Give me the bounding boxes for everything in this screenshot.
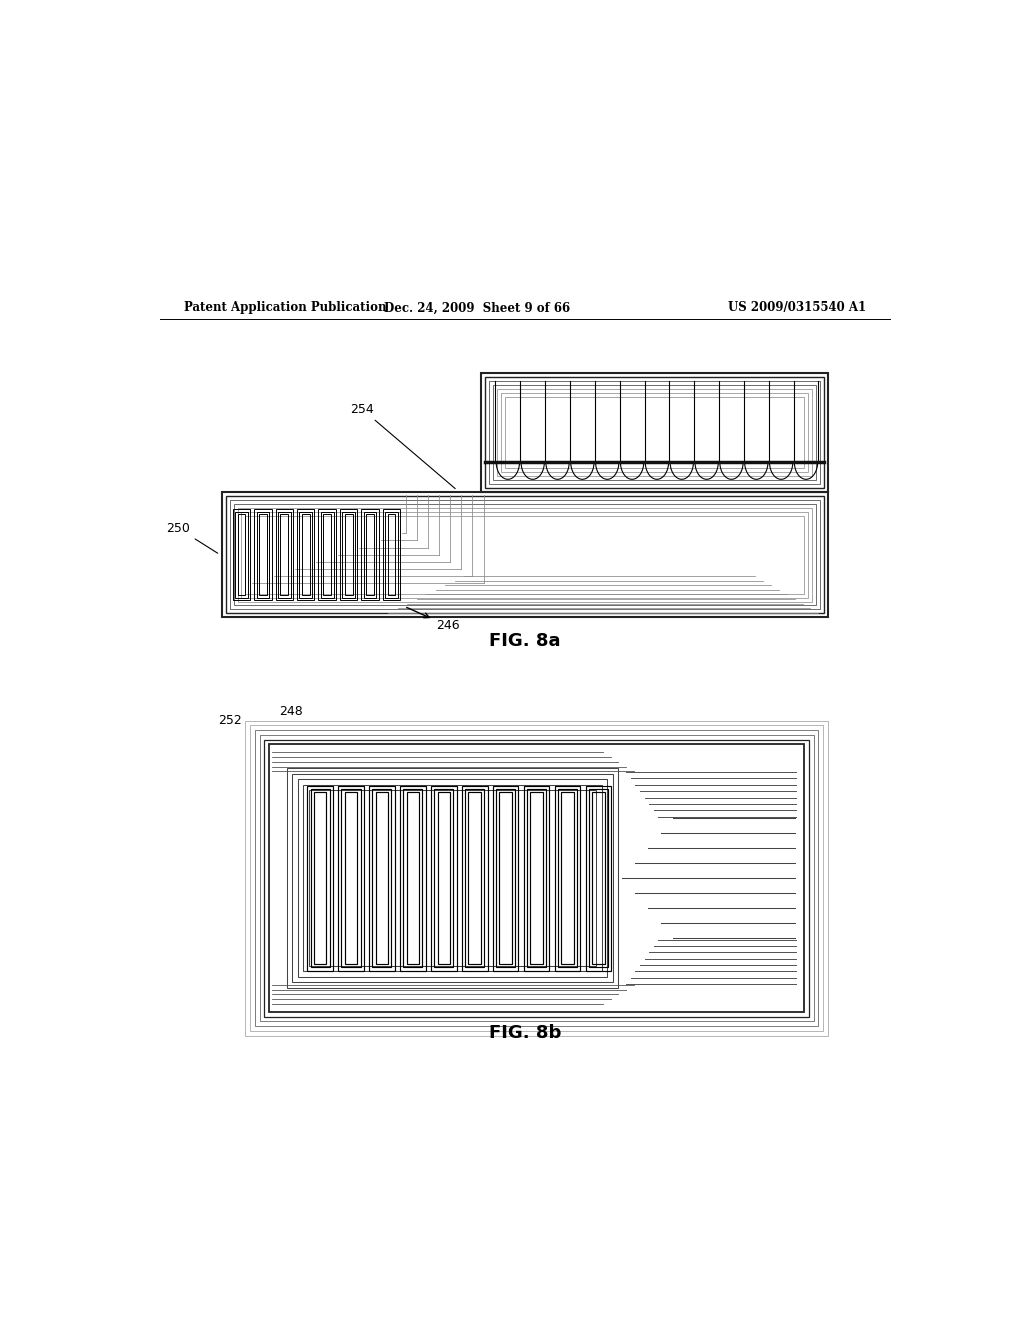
Bar (530, 792, 543, 964)
Bar (345, 515, 352, 595)
Text: FIG. 8b: FIG. 8b (488, 1024, 561, 1043)
Bar (297, 510, 314, 599)
Bar (489, 381, 820, 484)
Bar (340, 510, 357, 599)
Bar (527, 789, 546, 968)
Text: 246: 246 (407, 607, 460, 632)
Bar (500, 792, 512, 964)
Bar (254, 510, 271, 599)
Bar (318, 510, 336, 599)
Bar (468, 792, 481, 964)
Text: 252: 252 (218, 714, 242, 727)
Bar (225, 496, 824, 614)
Text: Dec. 24, 2009  Sheet 9 of 66: Dec. 24, 2009 Sheet 9 of 66 (384, 301, 570, 314)
Bar (494, 785, 518, 970)
Bar (250, 725, 823, 1031)
Bar (561, 792, 574, 964)
Text: Patent Application Publication: Patent Application Publication (183, 301, 386, 314)
Bar (229, 500, 820, 610)
Bar (307, 785, 333, 970)
Bar (465, 789, 484, 968)
Bar (385, 512, 397, 598)
Bar (558, 789, 578, 968)
Bar (586, 785, 611, 970)
Bar (233, 504, 816, 606)
Bar (400, 785, 426, 970)
Bar (387, 515, 395, 595)
Bar (255, 730, 818, 1026)
Bar (310, 789, 330, 968)
Bar (370, 785, 394, 970)
Bar (364, 512, 377, 598)
Bar (485, 378, 824, 488)
Bar (494, 385, 816, 480)
Bar (232, 510, 250, 599)
Bar (321, 512, 334, 598)
Bar (275, 510, 293, 599)
Bar (281, 515, 289, 595)
Bar (407, 792, 419, 964)
Bar (524, 785, 550, 970)
Bar (462, 785, 487, 970)
Bar (437, 792, 451, 964)
Bar (376, 792, 388, 964)
Bar (373, 789, 391, 968)
Bar (242, 512, 808, 598)
Bar (341, 789, 360, 968)
Bar (238, 515, 246, 595)
Text: US 2009/0315540 A1: US 2009/0315540 A1 (728, 301, 866, 314)
Bar (505, 397, 804, 469)
Bar (345, 792, 357, 964)
Bar (269, 744, 804, 1012)
Bar (260, 735, 814, 1022)
Bar (497, 389, 812, 477)
Bar (303, 785, 602, 972)
Bar (403, 789, 423, 968)
Bar (238, 508, 812, 602)
Bar (431, 785, 457, 970)
Bar (309, 791, 596, 966)
Bar (592, 792, 605, 964)
Bar (361, 510, 379, 599)
Text: 250: 250 (166, 521, 218, 553)
Bar (555, 785, 581, 970)
Text: 254: 254 (350, 403, 456, 488)
Bar (342, 512, 355, 598)
Bar (278, 512, 291, 598)
Bar (338, 785, 364, 970)
Bar (501, 393, 808, 473)
Bar (292, 774, 613, 982)
Bar (236, 512, 248, 598)
Bar (246, 516, 804, 594)
Text: 248: 248 (279, 705, 302, 718)
Bar (287, 768, 618, 987)
Bar (257, 512, 269, 598)
Bar (497, 789, 515, 968)
Bar (383, 510, 400, 599)
Bar (313, 792, 327, 964)
Bar (324, 515, 331, 595)
Bar (264, 739, 809, 1016)
Bar (221, 492, 828, 618)
Bar (299, 512, 312, 598)
Bar (298, 779, 607, 977)
Bar (481, 374, 828, 492)
Bar (434, 789, 454, 968)
Bar (589, 789, 608, 968)
Bar (302, 515, 309, 595)
Bar (246, 721, 828, 1036)
Bar (259, 515, 267, 595)
Bar (367, 515, 374, 595)
Text: FIG. 8a: FIG. 8a (489, 632, 560, 651)
